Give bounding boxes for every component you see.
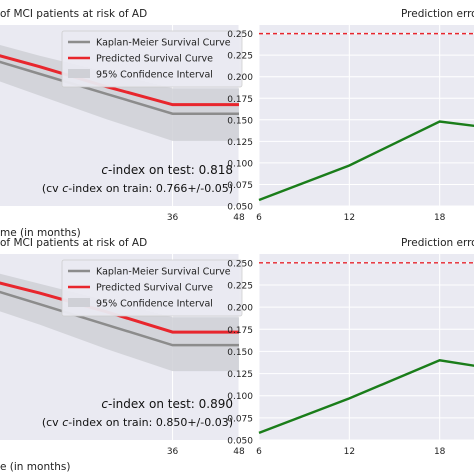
- y-tick-label: 0.075: [227, 181, 253, 191]
- x-tick-label: 12: [344, 213, 355, 223]
- x-tick-label: 12: [344, 447, 355, 457]
- legend-box: [61, 30, 243, 88]
- legend-entry: Kaplan-Meier Survival Curve: [96, 38, 231, 49]
- y-tick-label: 0.200: [227, 304, 253, 314]
- x-tick-label: 36: [167, 447, 179, 457]
- legend-swatch: [68, 298, 90, 307]
- prediction-error-chart-bottom: 0.050 0.075 0.100 0.125 0.150 0.175 0.200 0.225…: [227, 237, 474, 457]
- survival-chart-bottom: 36 48 of MCI patients at risk of AD e (in m…: [0, 237, 245, 473]
- cindex-test-label: c-index on test: 0.818: [101, 163, 233, 177]
- x-tick-label: 36: [167, 213, 179, 223]
- legend-entry: Kaplan-Meier Survival Curve: [96, 267, 231, 278]
- cindex-train-label: (cv c-index on train: 0.766+/-0.05): [42, 182, 233, 195]
- y-tick-label: 0.100: [227, 159, 253, 169]
- chart-title: Prediction error: [401, 237, 474, 249]
- y-tick-label: 0.200: [227, 73, 253, 83]
- cindex-test-label: c-index on test: 0.890: [101, 397, 233, 411]
- x-tick-label: 6: [256, 447, 262, 457]
- prediction-error-line: [258, 359, 474, 435]
- y-tick-label: 0.050: [227, 437, 253, 447]
- cindex-train-label: (cv c-index on train: 0.850+/-0.03): [42, 416, 233, 429]
- y-tick-label: 0.175: [227, 95, 253, 105]
- prediction-error-chart-top: 0.050 0.075 0.100 0.125 0.150 0.175 0.200 0.225…: [227, 8, 474, 223]
- legend-entry: 95% Confidence Interval: [96, 299, 213, 310]
- chart-title: Prediction error: [401, 8, 474, 20]
- plot-area: [259, 25, 474, 206]
- y-tick-label: 0.150: [227, 348, 253, 358]
- y-tick-label: 0.250: [227, 30, 253, 40]
- chart-title: of MCI patients at risk of AD: [0, 8, 147, 20]
- y-tick-label: 0.100: [227, 392, 253, 402]
- y-tick-label: 0.225: [227, 52, 253, 62]
- x-axis-label: me (in months): [0, 227, 81, 239]
- chart-title: of MCI patients at risk of AD: [0, 237, 147, 249]
- y-tick-label: 0.250: [227, 259, 253, 269]
- y-tick-label: 0.225: [227, 282, 253, 292]
- legend-entry: Predicted Survival Curve: [96, 54, 213, 65]
- y-tick-label: 0.050: [227, 203, 253, 213]
- plot-area: [259, 254, 474, 440]
- x-tick-label: 48: [233, 447, 245, 457]
- x-tick-label: 6: [256, 213, 262, 223]
- confidence-band: [0, 44, 239, 141]
- y-tick-label: 0.125: [227, 138, 253, 148]
- y-tick-label: 0.150: [227, 116, 253, 126]
- x-tick-label: 18: [434, 213, 446, 223]
- legend-entry: Predicted Survival Curve: [96, 283, 213, 294]
- x-tick-label: 18: [434, 447, 446, 457]
- y-tick-label: 0.125: [227, 370, 253, 380]
- y-tick-label: 0.175: [227, 326, 253, 336]
- survival-chart-top: 36 48 of MCI patients at risk of AD me (in …: [0, 8, 245, 239]
- prediction-error-line: [258, 120, 474, 202]
- x-axis-label: e (in months): [0, 461, 70, 473]
- legend-box: [61, 259, 243, 317]
- x-tick-label: 48: [233, 213, 245, 223]
- legend-swatch: [68, 69, 90, 78]
- legend-entry: 95% Confidence Interval: [96, 70, 213, 81]
- y-tick-label: 0.075: [227, 414, 253, 424]
